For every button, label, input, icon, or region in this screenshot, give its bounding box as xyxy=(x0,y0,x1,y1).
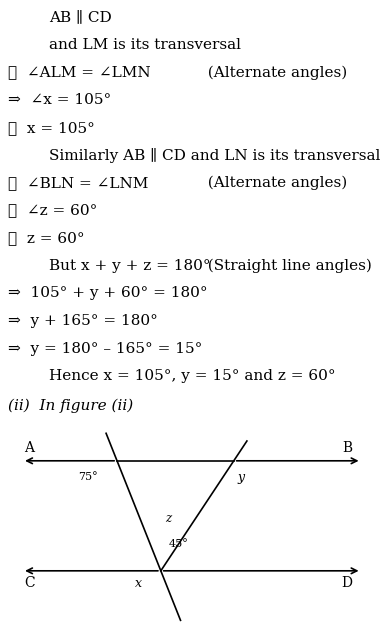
Text: y: y xyxy=(238,471,245,484)
Text: C: C xyxy=(24,576,35,590)
Text: (ii)  In figure (ii): (ii) In figure (ii) xyxy=(8,399,133,413)
Text: 45°: 45° xyxy=(169,539,189,549)
Text: D: D xyxy=(341,576,352,590)
Text: ∴  ∠BLN = ∠LNM: ∴ ∠BLN = ∠LNM xyxy=(8,176,148,190)
Text: (Alternate angles): (Alternate angles) xyxy=(198,176,347,191)
Text: ∴  ∠z = 60°: ∴ ∠z = 60° xyxy=(8,204,97,218)
Text: Hence x = 105°, y = 15° and z = 60°: Hence x = 105°, y = 15° and z = 60° xyxy=(49,369,336,383)
Text: ⇒  105° + y + 60° = 180°: ⇒ 105° + y + 60° = 180° xyxy=(8,286,207,300)
Text: ⇒  y + 165° = 180°: ⇒ y + 165° = 180° xyxy=(8,314,157,328)
Text: Similarly AB ∥ CD and LN is its transversal: Similarly AB ∥ CD and LN is its transver… xyxy=(49,148,380,164)
Text: A: A xyxy=(24,442,35,455)
Text: ∴  ∠ALM = ∠LMN: ∴ ∠ALM = ∠LMN xyxy=(8,65,150,79)
Text: ∴  x = 105°: ∴ x = 105° xyxy=(8,121,95,135)
Text: ⇒  ∠x = 105°: ⇒ ∠x = 105° xyxy=(8,93,111,107)
Text: But x + y + z = 180°: But x + y + z = 180° xyxy=(49,259,211,273)
Text: z: z xyxy=(165,513,171,525)
Text: (Straight line angles): (Straight line angles) xyxy=(198,259,372,273)
Text: ∴  z = 60°: ∴ z = 60° xyxy=(8,231,84,245)
Text: 75°: 75° xyxy=(78,472,98,482)
Text: x: x xyxy=(135,577,142,590)
Text: AB ∥ CD: AB ∥ CD xyxy=(49,10,112,25)
Text: and LM is its transversal: and LM is its transversal xyxy=(49,38,241,52)
Text: B: B xyxy=(342,442,352,455)
Text: (Alternate angles): (Alternate angles) xyxy=(198,65,347,80)
Text: ⇒  y = 180° – 165° = 15°: ⇒ y = 180° – 165° = 15° xyxy=(8,342,202,355)
